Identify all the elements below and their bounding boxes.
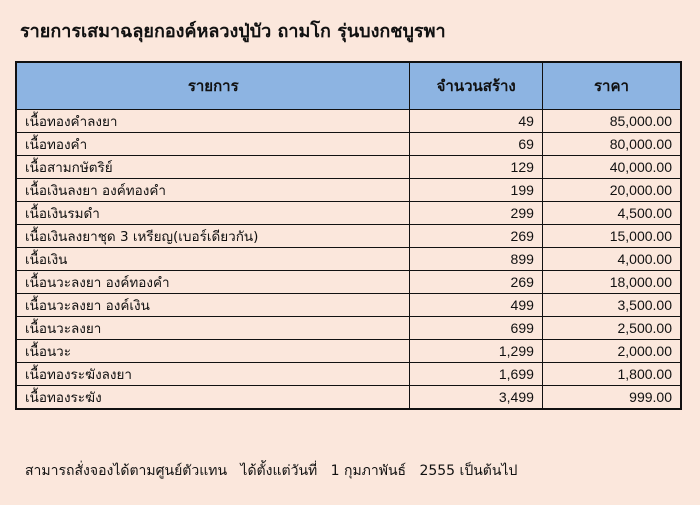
price-cell: 4,500.00 [541,201,682,225]
price-cell: 999.00 [541,385,682,410]
quantity-cell: 1,299 [409,339,543,363]
price-cell: 80,000.00 [541,132,682,156]
table-row: เนื้อทองคำลงยา 49 85,000.00 [15,109,682,133]
quantity-cell: 899 [409,247,543,271]
table-row: เนื้อนวะลงยา องค์เงิน 499 3,500.00 [15,293,682,317]
price-cell: 2,000.00 [541,339,682,363]
item-cell: เนื้อนวะ [15,339,411,363]
table-row: เนื้อนวะ 1,299 2,000.00 [15,339,682,363]
table-row: เนื้อเงิน 899 4,000.00 [15,247,682,271]
quantity-cell: 299 [409,201,543,225]
price-cell: 3,500.00 [541,293,682,317]
quantity-cell: 199 [409,178,543,202]
item-cell: เนื้อสามกษัตริย์ [15,155,411,179]
quantity-cell: 49 [409,109,543,133]
table-row: เนื้อเงินรมดำ 299 4,500.00 [15,201,682,225]
table-header-row: รายการ จำนวนสร้าง ราคา [15,61,682,110]
item-cell: เนื้อเงินรมดำ [15,201,411,225]
item-cell: เนื้อเงินลงยา องค์ทองคำ [15,178,411,202]
price-cell: 18,000.00 [541,270,682,294]
quantity-cell: 1,699 [409,362,543,386]
table-row: เนื้อสามกษัตริย์ 129 40,000.00 [15,155,682,179]
table-row: เนื้อเงินลงยา องค์ทองคำ 199 20,000.00 [15,178,682,202]
price-cell: 85,000.00 [541,109,682,133]
price-cell: 1,800.00 [541,362,682,386]
header-item: รายการ [15,61,411,110]
quantity-cell: 269 [409,224,543,248]
header-price: ราคา [541,61,682,110]
quantity-cell: 269 [409,270,543,294]
price-cell: 4,000.00 [541,247,682,271]
price-cell: 40,000.00 [541,155,682,179]
item-cell: เนื้อนวะลงยา องค์ทองคำ [15,270,411,294]
quantity-cell: 69 [409,132,543,156]
quantity-cell: 699 [409,316,543,340]
table-row: เนื้อทองระฆังลงยา 1,699 1,800.00 [15,362,682,386]
price-cell: 2,500.00 [541,316,682,340]
table-row: เนื้อนวะลงยา องค์ทองคำ 269 18,000.00 [15,270,682,294]
item-cell: เนื้อนวะลงยา [15,316,411,340]
item-cell: เนื้อเงิน [15,247,411,271]
header-quantity: จำนวนสร้าง [409,61,543,110]
footer-note: สามารถสั่งจองได้ตามศูนย์ตัวแทน ได้ตั้งแต… [25,463,518,479]
item-cell: เนื้อทองคำ [15,132,411,156]
item-cell: เนื้อทองระฆัง [15,385,411,410]
price-cell: 15,000.00 [541,224,682,248]
quantity-cell: 3,499 [409,385,543,410]
page-title: รายการเสมาฉลุยกองค์หลวงปู่บัว ถามโก รุ่น… [20,21,446,42]
item-cell: เนื้อทองคำลงยา [15,109,411,133]
price-table: รายการ จำนวนสร้าง ราคา เนื้อทองคำลงยา 49 8… [15,61,682,410]
table-row: เนื้อเงินลงยาชุด 3 เหรียญ(เบอร์เดียวกัน)… [15,224,682,248]
item-cell: เนื้อเงินลงยาชุด 3 เหรียญ(เบอร์เดียวกัน) [15,224,411,248]
price-cell: 20,000.00 [541,178,682,202]
quantity-cell: 499 [409,293,543,317]
item-cell: เนื้อทองระฆังลงยา [15,362,411,386]
item-cell: เนื้อนวะลงยา องค์เงิน [15,293,411,317]
table-row: เนื้อทองระฆัง 3,499 999.00 [15,385,682,410]
table-row: เนื้อทองคำ 69 80,000.00 [15,132,682,156]
table-row: เนื้อนวะลงยา 699 2,500.00 [15,316,682,340]
quantity-cell: 129 [409,155,543,179]
